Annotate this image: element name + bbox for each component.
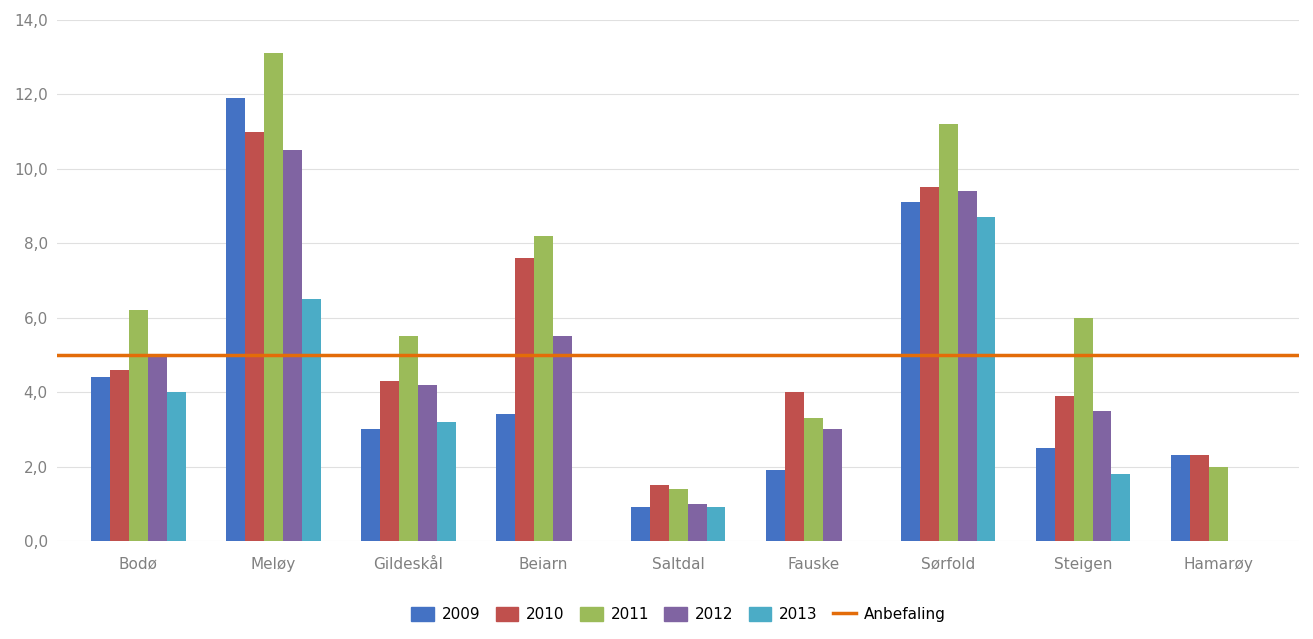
Bar: [553, 336, 571, 541]
Bar: [706, 507, 726, 541]
Bar: [650, 485, 668, 541]
Bar: [785, 392, 804, 541]
Bar: [1171, 456, 1190, 541]
Bar: [264, 54, 282, 541]
Bar: [688, 504, 706, 541]
Bar: [632, 507, 650, 541]
Bar: [1112, 474, 1130, 541]
Bar: [1092, 411, 1112, 541]
Bar: [361, 429, 379, 541]
Bar: [901, 203, 920, 541]
Legend: 2009, 2010, 2011, 2012, 2013, Anbefaling: 2009, 2010, 2011, 2012, 2013, Anbefaling: [404, 601, 952, 628]
Bar: [282, 150, 302, 541]
Bar: [110, 370, 129, 541]
Bar: [167, 392, 185, 541]
Bar: [148, 355, 167, 541]
Bar: [302, 299, 320, 541]
Bar: [765, 470, 785, 541]
Bar: [977, 217, 995, 541]
Bar: [1036, 448, 1054, 541]
Bar: [226, 98, 246, 541]
Bar: [418, 385, 437, 541]
Bar: [1074, 318, 1092, 541]
Bar: [437, 422, 456, 541]
Bar: [920, 187, 939, 541]
Bar: [496, 415, 515, 541]
Bar: [957, 191, 977, 541]
Bar: [1054, 396, 1074, 541]
Bar: [399, 336, 418, 541]
Bar: [246, 132, 264, 541]
Bar: [823, 429, 842, 541]
Bar: [534, 236, 553, 541]
Bar: [804, 418, 823, 541]
Bar: [379, 381, 399, 541]
Bar: [668, 489, 688, 541]
Bar: [515, 258, 534, 541]
Bar: [129, 310, 148, 541]
Bar: [1190, 456, 1209, 541]
Bar: [939, 124, 957, 541]
Bar: [91, 377, 110, 541]
Bar: [1209, 466, 1228, 541]
